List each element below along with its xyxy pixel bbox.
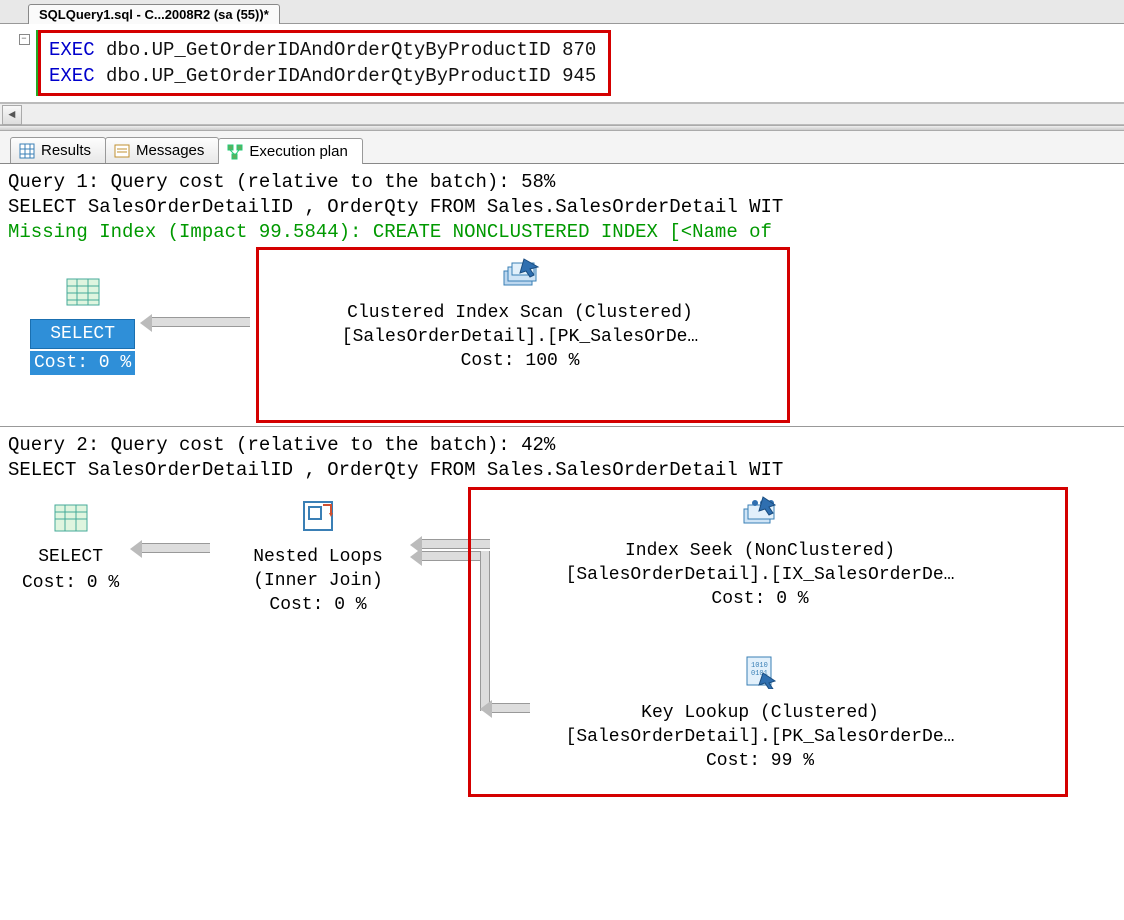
query2-sql: SELECT SalesOrderDetailID , OrderQty FRO…	[8, 458, 1120, 483]
q2-arrow1	[140, 543, 210, 553]
q2-select-label: SELECT	[22, 545, 119, 569]
fold-icon[interactable]: −	[19, 34, 30, 45]
file-tab-bar: SQLQuery1.sql - C...2008R2 (sa (55))*	[0, 0, 1124, 24]
tab-results[interactable]: Results	[10, 137, 106, 163]
q1-select-label: SELECT	[30, 319, 135, 349]
nested-loops-icon	[301, 499, 335, 533]
table-result-icon	[65, 277, 101, 307]
q1-select-node[interactable]: SELECT Cost: 0 %	[30, 277, 135, 375]
scroll-left-button[interactable]: ◄	[2, 105, 22, 125]
file-tab[interactable]: SQLQuery1.sql - C...2008R2 (sa (55))*	[28, 4, 280, 24]
query2-cost-line: Query 2: Query cost (relative to the bat…	[8, 433, 1120, 458]
query1-header: Query 1: Query cost (relative to the bat…	[0, 164, 1124, 247]
messages-icon	[114, 143, 130, 159]
code-line-1: EXEC dbo.UP_GetOrderIDAndOrderQtyByProdu…	[49, 37, 596, 63]
query1-sql: SELECT SalesOrderDetailID , OrderQty FRO…	[8, 195, 1120, 220]
results-tab-bar: Results Messages Execution plan	[0, 131, 1124, 164]
query1-diagram: SELECT Cost: 0 % Clustered Index Scan (C…	[0, 247, 1124, 427]
q2-nested-loops-node[interactable]: Nested Loops (Inner Join) Cost: 0 %	[218, 499, 418, 617]
query1-missing-index[interactable]: Missing Index (Impact 99.5844): CREATE N…	[8, 220, 1120, 245]
q2-loops-title: Nested Loops	[218, 545, 418, 569]
editor-gutter: −	[12, 30, 36, 96]
query2-diagram: SELECT Cost: 0 % Nested Loops (Inner Joi…	[0, 485, 1124, 805]
q1-select-cost: Cost: 0 %	[30, 351, 135, 375]
table-result-icon	[53, 503, 89, 533]
code-highlight-box: EXEC dbo.UP_GetOrderIDAndOrderQtyByProdu…	[38, 30, 611, 96]
q1-arrow	[150, 317, 250, 327]
tab-plan-label: Execution plan	[249, 143, 347, 160]
execution-plan-panel[interactable]: Query 1: Query cost (relative to the bat…	[0, 164, 1124, 805]
ssms-window: SQLQuery1.sql - C...2008R2 (sa (55))* − …	[0, 0, 1124, 805]
tab-results-label: Results	[41, 142, 91, 159]
keyword-exec: EXEC	[49, 39, 95, 61]
sql-editor[interactable]: − EXEC dbo.UP_GetOrderIDAndOrderQtyByPro…	[0, 24, 1124, 103]
keyword-exec: EXEC	[49, 65, 95, 87]
tab-messages-label: Messages	[136, 142, 204, 159]
q2-select-node[interactable]: SELECT Cost: 0 %	[22, 503, 119, 595]
q2-select-cost: Cost: 0 %	[22, 571, 119, 595]
q2-loops-sub: (Inner Join)	[218, 569, 418, 593]
q2-highlight-box	[468, 487, 1068, 797]
query2-header: Query 2: Query cost (relative to the bat…	[0, 427, 1124, 485]
q1-highlight-box	[256, 247, 790, 423]
grid-icon	[19, 143, 35, 159]
tab-messages[interactable]: Messages	[105, 137, 219, 163]
code-line-2: EXEC dbo.UP_GetOrderIDAndOrderQtyByProdu…	[49, 63, 596, 89]
q2-loops-cost: Cost: 0 %	[218, 593, 418, 617]
plan-icon	[227, 144, 243, 160]
tab-execution-plan[interactable]: Execution plan	[218, 138, 362, 164]
query1-cost-line: Query 1: Query cost (relative to the bat…	[8, 170, 1120, 195]
